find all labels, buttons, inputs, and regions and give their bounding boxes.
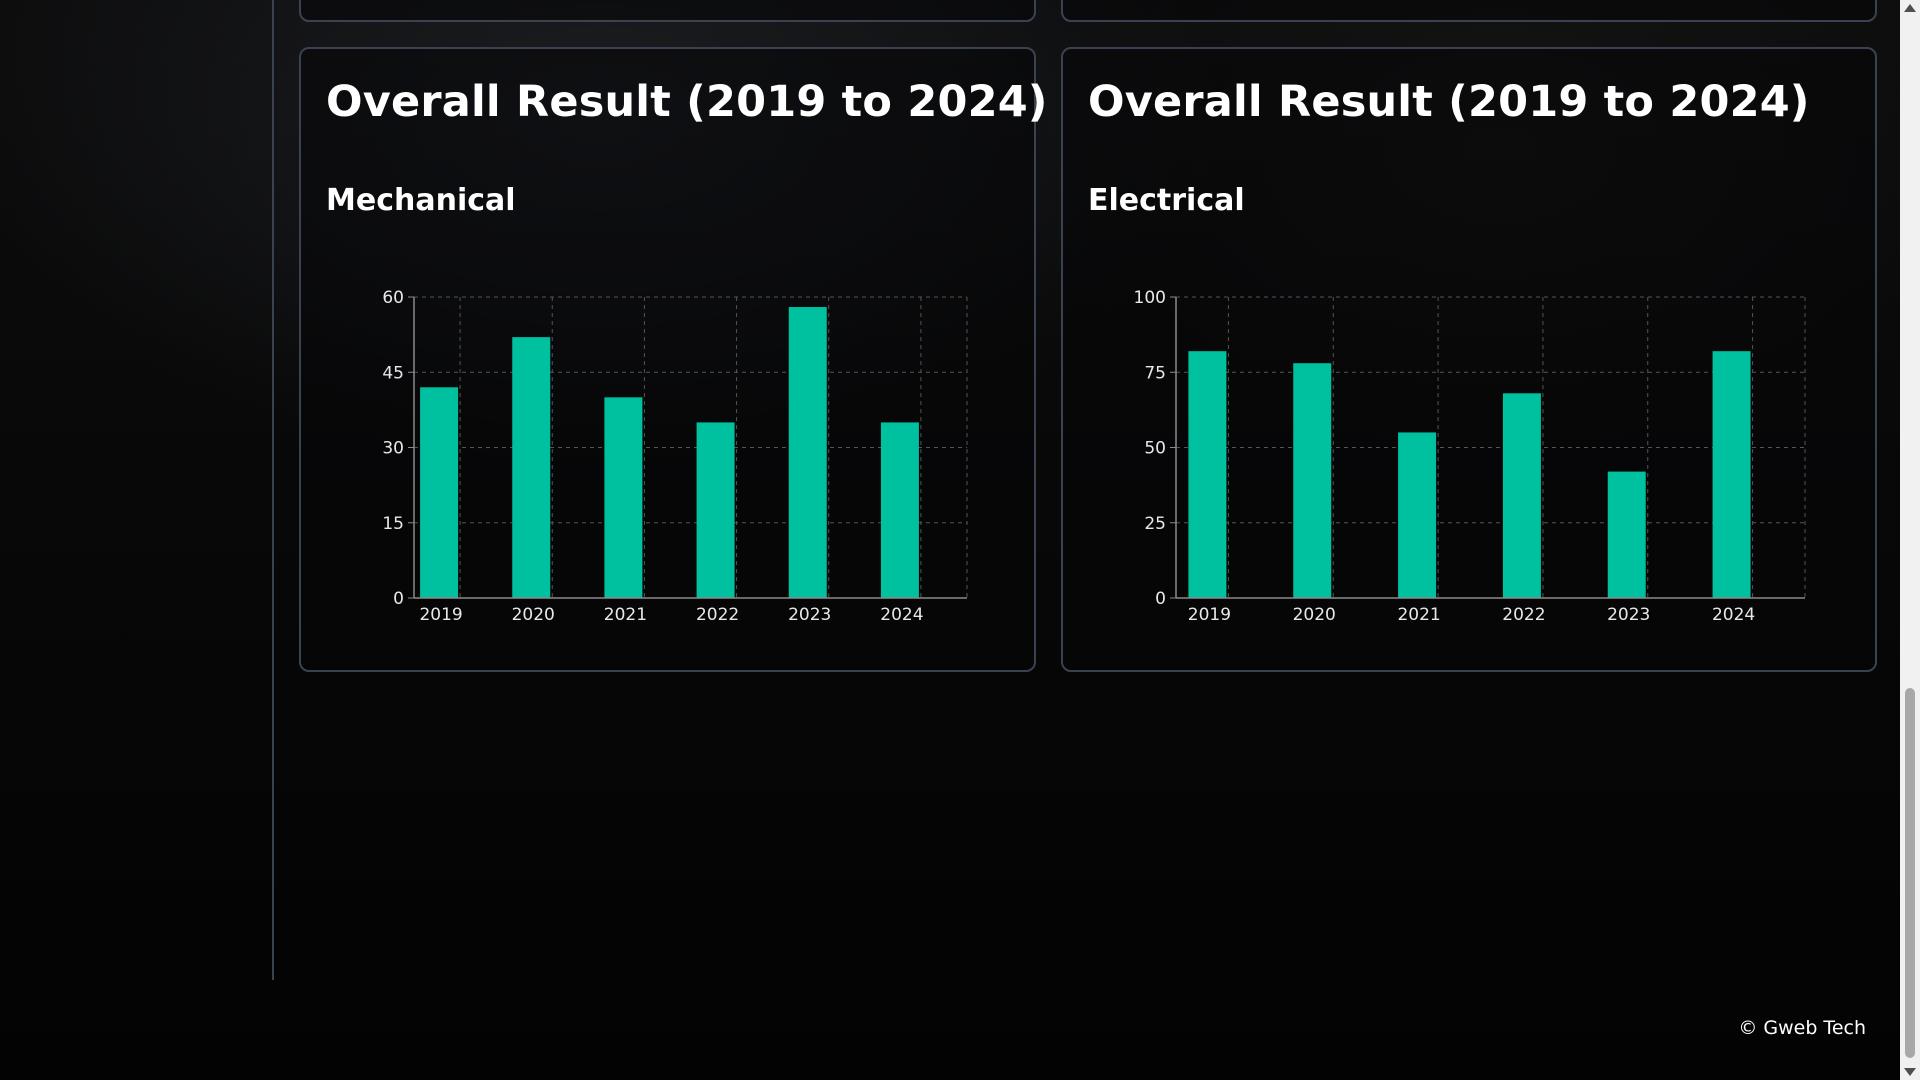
electrical-result-card: Overall Result (2019 to 2024) Electrical… [1061,47,1877,672]
x-tick-label: 2023 [788,605,831,625]
y-tick-label: 30 [382,439,404,459]
bar-2021[interactable] [604,397,643,598]
x-tick-label: 2019 [419,605,462,625]
scrollbar-thumb[interactable] [1905,688,1915,1058]
footer-copyright: © Gweb Tech [1738,1017,1866,1039]
x-tick-label: 2022 [696,605,739,625]
x-tick-label: 2020 [512,605,555,625]
y-tick-label: 60 [382,288,404,308]
x-tick-label: 2024 [1712,605,1755,625]
y-tick-label: 100 [1134,288,1166,308]
bar-2023[interactable] [788,307,827,598]
x-tick-label: 2020 [1293,605,1336,625]
y-tick-label: 45 [382,363,404,383]
y-tick-label: 15 [382,514,404,534]
mechanical-result-card: Overall Result (2019 to 2024) Mechanical… [299,47,1047,672]
bar-2020[interactable] [1293,363,1332,598]
bar-2022[interactable] [1502,393,1541,598]
y-tick-label: 0 [1155,589,1166,609]
vertical-scrollbar[interactable] [1900,0,1920,1080]
previous-card-right-bottom [1061,0,1877,22]
x-tick-label: 2021 [604,605,647,625]
y-tick-label: 75 [1144,363,1166,383]
bar-2023[interactable] [1607,471,1646,598]
electrical-bar-chart: 0 25 50 75 100 2019 2020 2021 2022 2023 2024 [1134,288,1806,625]
bar-2020[interactable] [512,337,551,598]
card-title: Overall Result (2019 to 2024) [326,77,1048,127]
y-tick-label: 0 [393,589,404,609]
card-subtitle-mechanical: Mechanical [326,183,516,218]
previous-card-left-bottom [299,0,1036,22]
bar-2024[interactable] [1712,351,1751,598]
card-title: Overall Result (2019 to 2024) [1088,77,1810,127]
x-tick-label: 2023 [1607,605,1650,625]
sidebar-divider [272,0,274,980]
scroll-down-arrow-icon[interactable] [1904,1068,1916,1076]
bar-2019[interactable] [1188,351,1227,598]
bar-2022[interactable] [696,422,735,598]
bar-2024[interactable] [880,422,919,598]
x-tick-label: 2024 [880,605,923,625]
scroll-up-arrow-icon[interactable] [1904,4,1916,12]
y-tick-label: 25 [1144,514,1166,534]
x-tick-label: 2019 [1188,605,1231,625]
bar-2021[interactable] [1398,432,1437,598]
card-subtitle-electrical: Electrical [1088,183,1245,218]
x-tick-label: 2022 [1502,605,1545,625]
bar-2019[interactable] [420,387,459,598]
mechanical-bar-chart: 0 15 30 45 60 2019 2020 2021 2022 2023 2024 [382,288,968,625]
x-tick-label: 2021 [1397,605,1440,625]
y-tick-label: 50 [1144,439,1166,459]
